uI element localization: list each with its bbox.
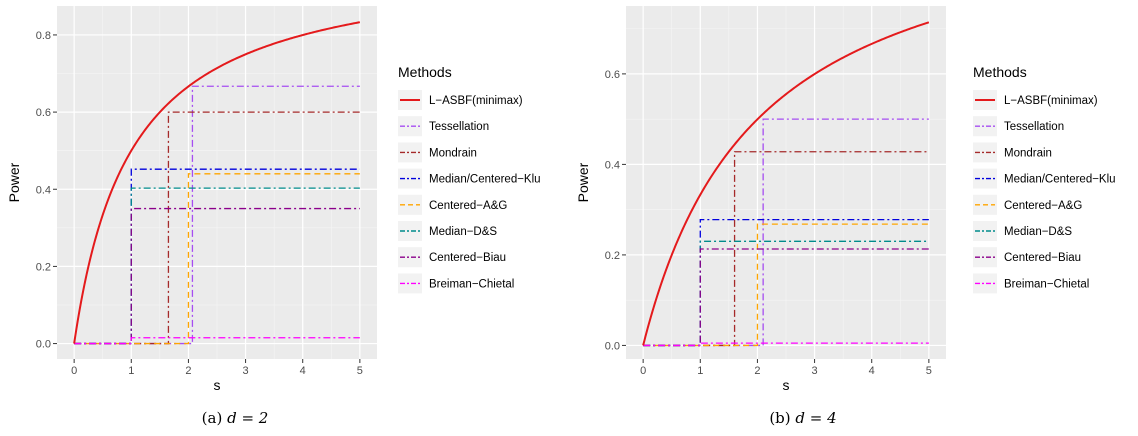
legend: Methods L−ASBF(minimax) Tessellation Mondra… <box>398 64 541 294</box>
legend-label: L−ASBF(minimax) <box>1004 95 1098 107</box>
series-line-l-asbf-minimax <box>642 21 930 346</box>
x-tick-label: 3 <box>812 365 818 377</box>
y-tick-label: 0.0 <box>605 340 620 352</box>
legend-key-background <box>973 273 997 294</box>
y-tick-label: 0.6 <box>36 107 51 119</box>
x-tick-label: 0 <box>71 365 77 377</box>
legend-label: Median/Centered−Klu <box>429 174 541 186</box>
x-tick-label: 2 <box>754 365 760 377</box>
legend-key-background <box>973 116 997 137</box>
y-tick-label: 0.2 <box>36 261 51 273</box>
y-axis-title: Power <box>575 162 591 202</box>
legend-key-background <box>973 221 997 241</box>
legend: Methods L−ASBF(minimax) Tessellation Mondra… <box>973 64 1116 294</box>
y-tick-label: 0.8 <box>36 30 51 42</box>
caption-math: d = 4 <box>795 409 836 427</box>
x-axis-title: s <box>783 377 790 393</box>
legend-label: Median/Centered−Klu <box>1004 174 1116 186</box>
legend-label: Centered−Biau <box>1004 252 1081 264</box>
series-line-median-d-s <box>74 187 360 345</box>
legend-label: Centered−Biau <box>429 252 506 264</box>
legend-label: Mondrain <box>1004 147 1052 159</box>
series-line-centered-a-g <box>643 223 929 347</box>
plot-series <box>642 21 930 347</box>
x-tick-label: 4 <box>869 365 875 377</box>
chart-panel-1: 0 1 2 3 4 5 0.0 0.2 0.4 0.6 0.8 s Power Methods L−ASBF… <box>6 6 541 427</box>
x-tick-label: 1 <box>128 365 134 377</box>
legend-key-background <box>398 142 422 163</box>
series-line-centered-biau <box>74 207 360 345</box>
legend-key-background <box>398 247 422 268</box>
legend-key-background <box>398 168 422 189</box>
y-tick-label: 0.4 <box>36 184 51 196</box>
legend-label: Breiman−Chietal <box>429 278 514 290</box>
figure-caption: (a) d = 2 <box>202 409 269 427</box>
legend-label: Centered−A&G <box>1004 200 1082 212</box>
caption-math: d = 2 <box>227 409 268 427</box>
figure-caption: (b) d = 4 <box>769 409 836 427</box>
y-tick-label: 0.6 <box>605 69 620 81</box>
legend-key-background <box>973 142 997 163</box>
legend-title: Methods <box>398 64 452 80</box>
series-line-median-centered-klu <box>74 168 360 345</box>
y-tick-label: 0.2 <box>605 250 620 262</box>
legend-label: Breiman−Chietal <box>1004 278 1089 290</box>
y-axis-title: Power <box>6 162 22 202</box>
x-tick-label: 1 <box>697 365 703 377</box>
series-line-tessellation <box>74 85 360 345</box>
legend-key-background <box>973 247 997 268</box>
series-line-breiman-chietal <box>74 337 360 345</box>
legend-key-background <box>973 168 997 189</box>
legend-label: Tessellation <box>1004 121 1064 133</box>
x-tick-label: 2 <box>185 365 191 377</box>
x-tick-label: 0 <box>640 365 646 377</box>
chart-panel-2: 0 1 2 3 4 5 0.0 0.2 0.4 0.6 s Power Methods L−ASBF(mi… <box>575 6 1116 427</box>
legend-label: Median−D&S <box>429 226 497 238</box>
x-tick-label: 5 <box>357 365 363 377</box>
legend-label: Median−D&S <box>1004 226 1072 238</box>
legend-label: Centered−A&G <box>429 200 507 212</box>
y-tick-label: 0.4 <box>605 159 620 171</box>
legend-key-background <box>398 221 422 241</box>
legend-label: Tessellation <box>429 121 489 133</box>
legend-key-background <box>398 273 422 294</box>
y-tick-label: 0.0 <box>36 339 51 351</box>
caption-prefix: (b) <box>769 409 795 427</box>
legend-key-background <box>398 116 422 137</box>
legend-label: L−ASBF(minimax) <box>429 95 523 107</box>
caption-prefix: (a) <box>202 409 227 427</box>
series-line-l-asbf-minimax <box>73 21 361 344</box>
legend-label: Mondrain <box>429 147 477 159</box>
x-tick-label: 4 <box>300 365 306 377</box>
plot-series <box>73 21 361 345</box>
x-tick-label: 5 <box>926 365 932 377</box>
legend-title: Methods <box>973 64 1027 80</box>
series-line-centered-biau <box>643 248 929 347</box>
x-tick-label: 3 <box>243 365 249 377</box>
x-axis-title: s <box>214 377 221 393</box>
